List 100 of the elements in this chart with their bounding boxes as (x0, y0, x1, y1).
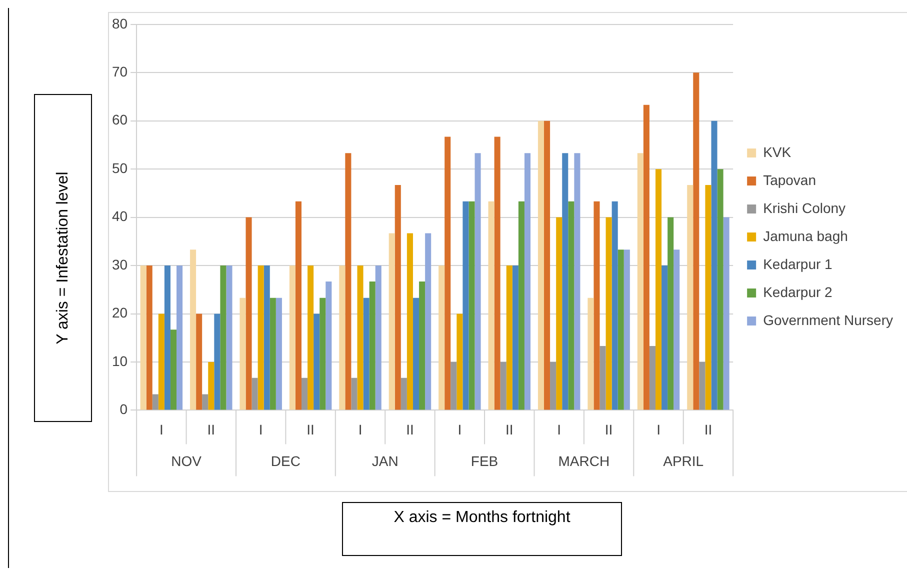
text: NOV (171, 453, 202, 470)
bar (506, 266, 512, 410)
bar (295, 201, 302, 410)
bar (412, 298, 420, 410)
x-tick-label: II (505, 421, 514, 438)
legend-label: Government Nursery (763, 312, 894, 328)
bar (164, 266, 170, 410)
bar (655, 169, 662, 410)
bar (562, 153, 568, 410)
x-tick-label: II (704, 421, 712, 438)
bar (375, 266, 382, 410)
bar (693, 72, 700, 410)
legend-label: KVK (763, 144, 792, 160)
bar (606, 217, 612, 410)
bar (264, 266, 270, 410)
bar (444, 136, 451, 410)
bar (438, 266, 445, 410)
bar (518, 201, 524, 410)
bar (176, 266, 183, 410)
x-tick-label: I (258, 421, 263, 438)
bar (258, 266, 264, 410)
bar (643, 104, 650, 410)
bar (618, 250, 624, 410)
bar (158, 314, 164, 410)
bar (220, 266, 226, 410)
bar (723, 217, 730, 410)
bar (339, 266, 346, 410)
bar (488, 201, 494, 410)
bar (674, 250, 680, 410)
bar (538, 120, 544, 410)
bar (140, 266, 146, 410)
bar (594, 201, 600, 410)
bar (468, 201, 475, 410)
bar (419, 281, 426, 410)
y-axis-title: Y axis = Infestation level (54, 172, 72, 344)
text: MARCH (558, 453, 610, 470)
bar (450, 362, 457, 410)
legend-label: Jamuna bagh (763, 228, 848, 244)
bar (568, 201, 574, 410)
bar (705, 184, 712, 410)
bar (226, 266, 232, 410)
bar (556, 217, 562, 410)
bar (624, 250, 630, 410)
bar (146, 266, 152, 410)
bar (717, 169, 724, 410)
bar (500, 362, 506, 410)
bar (406, 233, 413, 410)
bar (240, 298, 246, 410)
bar (351, 378, 358, 410)
bar (270, 298, 276, 410)
bar (152, 394, 158, 410)
bar (345, 153, 352, 410)
bar (369, 281, 376, 410)
bar (512, 266, 518, 410)
x-tick-label: I (458, 421, 462, 438)
bar (612, 201, 618, 410)
bar (214, 314, 220, 410)
x-tick-label: I (358, 421, 362, 438)
bar (574, 153, 580, 410)
text: DEC (270, 453, 300, 470)
bar (524, 153, 531, 410)
text: FEB (470, 453, 498, 470)
bar (246, 217, 252, 410)
legend-label: Krishi Colony (763, 200, 846, 216)
bar (363, 298, 370, 410)
bar (276, 298, 282, 410)
bar (649, 346, 656, 410)
y-tick-label: 60 (112, 112, 128, 128)
bar (550, 362, 556, 410)
bar (289, 266, 296, 410)
y-tick-label: 20 (112, 304, 128, 321)
y-tick-label: 10 (112, 352, 128, 369)
bar (170, 330, 177, 410)
bar (357, 266, 364, 410)
x-tick-label: II (306, 421, 314, 438)
bar (208, 362, 214, 410)
y-tick-label: 0 (120, 401, 128, 418)
y-tick-label: 30 (112, 256, 128, 272)
bar (308, 266, 314, 410)
bar (699, 362, 706, 410)
bar (637, 153, 644, 410)
text: JAN (372, 453, 398, 470)
bar (600, 346, 606, 410)
bar (314, 314, 320, 410)
bar (252, 378, 258, 410)
bar (662, 266, 668, 410)
bar (326, 281, 332, 410)
bar (196, 314, 202, 410)
bar (320, 298, 326, 410)
bar (544, 120, 550, 410)
y-tick-label: 50 (112, 160, 128, 176)
x-tick-label: I (656, 421, 660, 438)
x-tick-label: I (557, 421, 562, 438)
text: APRIL (663, 453, 704, 470)
bar (190, 250, 196, 410)
x-tick-label: II (604, 421, 613, 438)
bar (668, 217, 674, 410)
bar (400, 378, 407, 410)
x-tick-label: I (159, 421, 164, 438)
bar (388, 233, 395, 410)
